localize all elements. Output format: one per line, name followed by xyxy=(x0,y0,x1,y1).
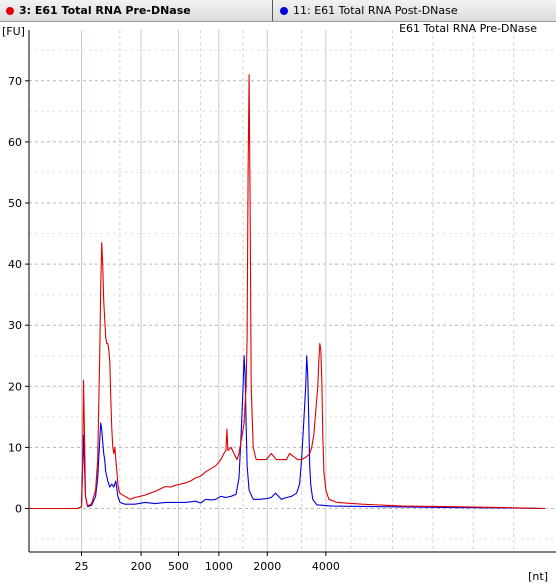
y-tick-label: 50 xyxy=(8,197,22,210)
y-tick-label: 70 xyxy=(8,75,22,88)
tab-pre-dnase[interactable]: 3: E61 Total RNA Pre-DNase xyxy=(0,0,273,21)
x-tick-label: 200 xyxy=(131,560,152,573)
x-tick-labels: 25 200 500 1000 2000 4000 xyxy=(75,552,340,573)
y-tick-label: 40 xyxy=(8,258,22,271)
x-tick-label: 2000 xyxy=(253,560,281,573)
series-line-post-dnase xyxy=(29,355,546,510)
y-tick-label: 60 xyxy=(8,136,22,149)
y-tick-label: 0 xyxy=(15,503,22,516)
axes xyxy=(28,30,556,553)
x-axis-label: [nt] xyxy=(528,570,548,583)
grid-lines xyxy=(29,30,556,552)
y-axis-label: [FU] xyxy=(2,25,25,38)
sample-tab-bar: 3: E61 Total RNA Pre-DNase 11: E61 Total… xyxy=(0,0,556,22)
series-lines xyxy=(29,74,546,510)
red-dot-icon xyxy=(6,7,14,15)
electropherogram-chart: 0 10 20 30 40 50 60 70 25 200 500 1000 2000 4000 [FU… xyxy=(0,22,556,586)
y-tick-label: 10 xyxy=(8,441,22,454)
tab-post-dnase-label: 11: E61 Total RNA Post-DNase xyxy=(293,4,458,17)
x-tick-label: 500 xyxy=(168,560,189,573)
y-tick-label: 30 xyxy=(8,319,22,332)
series-line-pre-dnase xyxy=(29,74,546,510)
x-tick-label: 1000 xyxy=(205,560,233,573)
chart-title: E61 Total RNA Pre-DNase xyxy=(399,22,537,35)
blue-dot-icon xyxy=(280,7,288,15)
tab-divider xyxy=(272,0,273,21)
tab-pre-dnase-label: 3: E61 Total RNA Pre-DNase xyxy=(19,4,191,17)
chart-background xyxy=(0,22,556,586)
x-tick-label: 25 xyxy=(75,560,89,573)
y-tick-label: 20 xyxy=(8,380,22,393)
tab-post-dnase[interactable]: 11: E61 Total RNA Post-DNase xyxy=(274,0,556,21)
x-tick-label: 4000 xyxy=(312,560,340,573)
y-tick-labels: 0 10 20 30 40 50 60 70 xyxy=(8,75,29,516)
